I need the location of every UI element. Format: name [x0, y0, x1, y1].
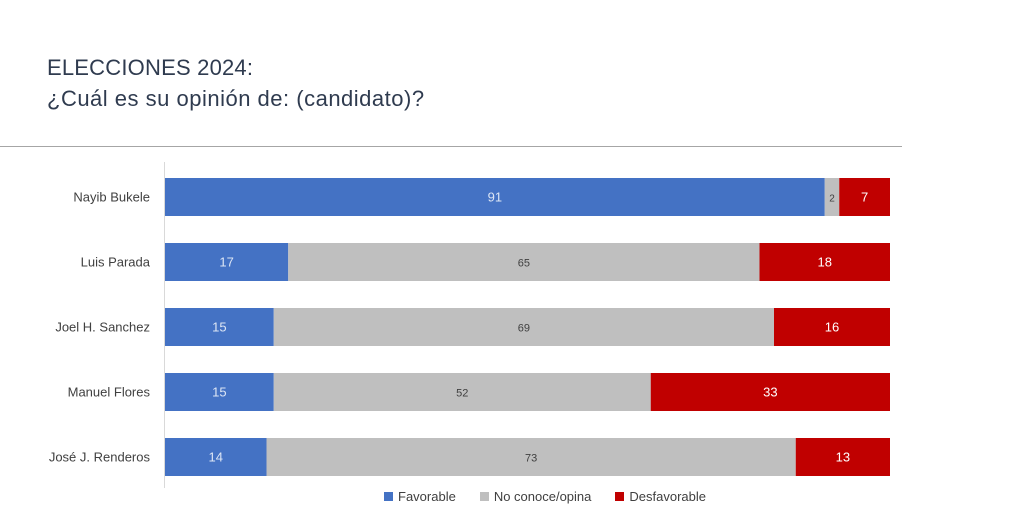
- bar-segment: [165, 178, 825, 216]
- legend-item: Desfavorable: [615, 489, 706, 504]
- chart-title: ELECCIONES 2024:: [47, 55, 254, 80]
- legend-item: No conoce/opina: [479, 489, 592, 504]
- bar-segment: [165, 243, 289, 281]
- bar-segment: [273, 373, 651, 411]
- legend-swatch: [479, 492, 489, 501]
- data-label: 52: [456, 388, 468, 400]
- data-label: 91: [488, 190, 502, 205]
- chart-legend: Favorable No conoce/opina Desfavorable: [378, 489, 706, 504]
- bar-segment: [774, 308, 890, 346]
- bar-segment: [759, 243, 890, 281]
- data-label: 7: [861, 190, 868, 205]
- legend-label: No conoce/opina: [493, 489, 592, 504]
- stacked-bar-chart: Nayib Bukele 91 2 7 Luis Parada 17 65 18 Joel H.…: [49, 162, 890, 488]
- bar-segment: [165, 308, 274, 346]
- data-label: 73: [525, 453, 537, 465]
- data-label: 13: [836, 450, 850, 465]
- data-label: 2: [829, 194, 835, 205]
- legend-swatch: [615, 492, 625, 501]
- data-label: 65: [518, 258, 530, 270]
- data-label: 69: [518, 323, 530, 335]
- category-label: Luis Parada: [81, 255, 151, 270]
- bar-segment: [795, 438, 890, 476]
- legend-label: Favorable: [398, 489, 456, 504]
- category-label: José J. Renderos: [49, 450, 151, 465]
- data-label: 17: [219, 255, 233, 270]
- bar-segment: [266, 438, 796, 476]
- bar-segment: [288, 243, 760, 281]
- data-label: 15: [212, 320, 226, 335]
- data-label: 18: [818, 255, 832, 270]
- title-divider: [0, 146, 902, 147]
- chart-subtitle: ¿Cuál es su opinión de: (candidato)?: [47, 86, 425, 111]
- data-label: 14: [209, 450, 223, 465]
- bar-segment: [824, 178, 840, 216]
- legend-label: Desfavorable: [629, 489, 706, 504]
- bar-segment: [839, 178, 890, 216]
- data-label: 33: [763, 385, 777, 400]
- bar-segment: [273, 308, 774, 346]
- bar-segment: [165, 373, 274, 411]
- category-label: Manuel Flores: [68, 385, 151, 400]
- data-label: 15: [212, 385, 226, 400]
- legend-item: Favorable: [384, 489, 456, 504]
- category-label: Nayib Bukele: [73, 190, 150, 205]
- category-label: Joel H. Sanchez: [55, 320, 150, 335]
- bar-segment: [165, 438, 267, 476]
- bar-segment: [650, 373, 890, 411]
- legend-swatch: [384, 492, 393, 501]
- data-label: 16: [825, 320, 839, 335]
